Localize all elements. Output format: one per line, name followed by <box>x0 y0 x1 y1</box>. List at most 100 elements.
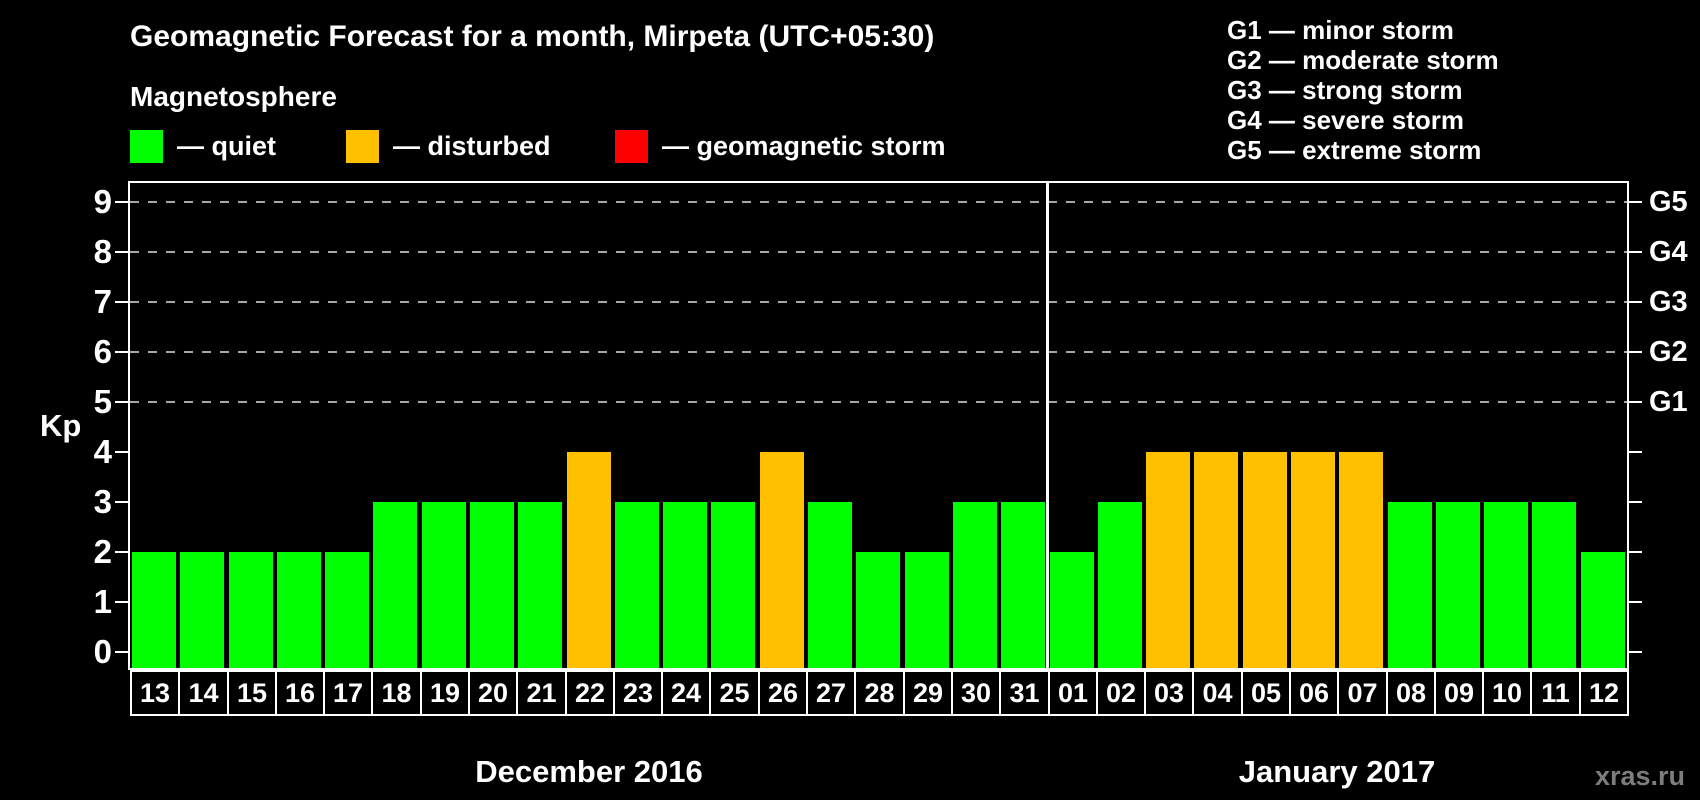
day-cell: 31 <box>999 670 1050 716</box>
kp-bar <box>663 502 707 668</box>
y-axis-tick-left <box>115 201 128 203</box>
month-label-december: December 2016 <box>475 754 703 789</box>
y-axis-tick-left <box>115 451 128 453</box>
storm-scale-item-g2: G2 — moderate storm <box>1227 45 1499 75</box>
day-cell: 06 <box>1289 670 1339 716</box>
gridline-kp6 <box>130 351 1627 353</box>
day-cell: 02 <box>1096 670 1146 716</box>
kp-bar <box>953 502 997 668</box>
y-axis-tick-right <box>1629 351 1642 353</box>
kp-bar <box>808 502 852 668</box>
day-cell: 17 <box>323 670 373 716</box>
kp-bar <box>1532 502 1576 668</box>
y-axis-tick-right <box>1629 651 1642 653</box>
kp-bar <box>229 552 273 668</box>
right-axis-label-g2: G2 <box>1649 336 1688 368</box>
day-cell: 18 <box>371 670 422 716</box>
y-axis-tick-label: 0 <box>93 633 112 670</box>
day-cell: 15 <box>227 670 277 716</box>
kp-bar <box>1050 552 1094 668</box>
day-cell: 09 <box>1434 670 1484 716</box>
gridline-kp5 <box>130 401 1627 403</box>
kp-bar <box>1339 452 1383 668</box>
day-cell: 23 <box>613 670 663 716</box>
legend-item-storm: — geomagnetic storm <box>615 129 946 163</box>
day-cell: 08 <box>1386 670 1436 716</box>
y-axis-tick-label: 7 <box>93 283 112 320</box>
day-cell: 04 <box>1192 670 1243 716</box>
day-cell: 11 <box>1530 670 1581 716</box>
right-axis-label-g4: G4 <box>1649 236 1688 268</box>
right-axis-label-g5: G5 <box>1649 186 1688 218</box>
kp-bar <box>1001 502 1045 668</box>
y-axis-tick-label: 3 <box>93 483 112 520</box>
kp-bar <box>905 552 949 668</box>
kp-bar <box>856 552 900 668</box>
day-cell: 20 <box>468 670 518 716</box>
y-axis-tick-right <box>1629 401 1642 403</box>
y-axis-tick-right <box>1629 551 1642 553</box>
kp-bar <box>1291 452 1335 668</box>
gridline-kp9 <box>130 201 1627 203</box>
day-cell: 01 <box>1048 670 1098 716</box>
day-cell: 26 <box>758 670 808 716</box>
quiet-swatch-icon <box>130 129 163 163</box>
kp-bar <box>277 552 321 668</box>
day-cell: 13 <box>130 670 180 716</box>
y-axis-tick-right <box>1629 201 1642 203</box>
y-axis-tick-left <box>115 251 128 253</box>
day-cell: 14 <box>178 670 229 716</box>
y-axis-tick-left <box>115 551 128 553</box>
y-axis-tick-label: 2 <box>93 533 112 570</box>
day-cell: 30 <box>951 670 1001 716</box>
day-cell: 10 <box>1482 670 1532 716</box>
magnetosphere-label: Magnetosphere <box>130 81 337 112</box>
y-axis-tick-label: 1 <box>93 583 112 620</box>
kp-bar <box>1436 502 1480 668</box>
y-axis-tick-left <box>115 501 128 503</box>
day-cell: 12 <box>1579 670 1629 716</box>
kp-bar <box>422 502 466 668</box>
day-cell: 19 <box>420 670 470 716</box>
legend-item-disturbed: — disturbed <box>346 129 551 163</box>
day-cell: 21 <box>516 670 567 716</box>
kp-bar <box>1581 552 1625 668</box>
storm-swatch-icon <box>615 129 648 163</box>
y-axis-tick-right <box>1629 301 1642 303</box>
y-axis-tick-left <box>115 651 128 653</box>
storm-scale-item-g1: G1 — minor storm <box>1227 15 1454 45</box>
y-axis-tick-label: 6 <box>93 333 112 370</box>
day-cell: 22 <box>565 670 615 716</box>
legend-item-label: — disturbed <box>393 130 551 161</box>
y-axis-tick-right <box>1629 601 1642 603</box>
disturbed-swatch-icon <box>346 129 379 163</box>
month-separator <box>1046 183 1049 668</box>
storm-scale-item-g3: G3 — strong storm <box>1227 75 1463 105</box>
y-axis-tick-label: 8 <box>93 233 112 270</box>
day-cell: 29 <box>903 670 953 716</box>
kp-bar <box>1146 452 1190 668</box>
day-cell: 03 <box>1144 670 1194 716</box>
y-axis-tick-right <box>1629 251 1642 253</box>
y-axis-tick-label: 5 <box>93 383 112 420</box>
y-axis-tick-right <box>1629 501 1642 503</box>
day-cell: 28 <box>854 670 905 716</box>
y-axis-tick-label: 4 <box>93 433 112 470</box>
y-axis-tick-right <box>1629 451 1642 453</box>
gridline-kp7 <box>130 301 1627 303</box>
y-axis-tick-left <box>115 301 128 303</box>
y-axis-tick-left <box>115 601 128 603</box>
right-axis-label-g3: G3 <box>1649 286 1688 318</box>
y-axis-tick-left <box>115 351 128 353</box>
month-label-january: January 2017 <box>1238 754 1436 789</box>
kp-bar <box>1484 502 1528 668</box>
kp-bar <box>1243 452 1287 668</box>
gridline-kp8 <box>130 251 1627 253</box>
kp-bar <box>180 552 224 668</box>
day-cell: 24 <box>661 670 711 716</box>
legend-item-quiet: — quiet <box>130 129 276 163</box>
y-axis-title: Kp <box>40 408 82 443</box>
y-axis-tick-label: 9 <box>93 183 112 220</box>
day-cell: 16 <box>275 670 325 716</box>
